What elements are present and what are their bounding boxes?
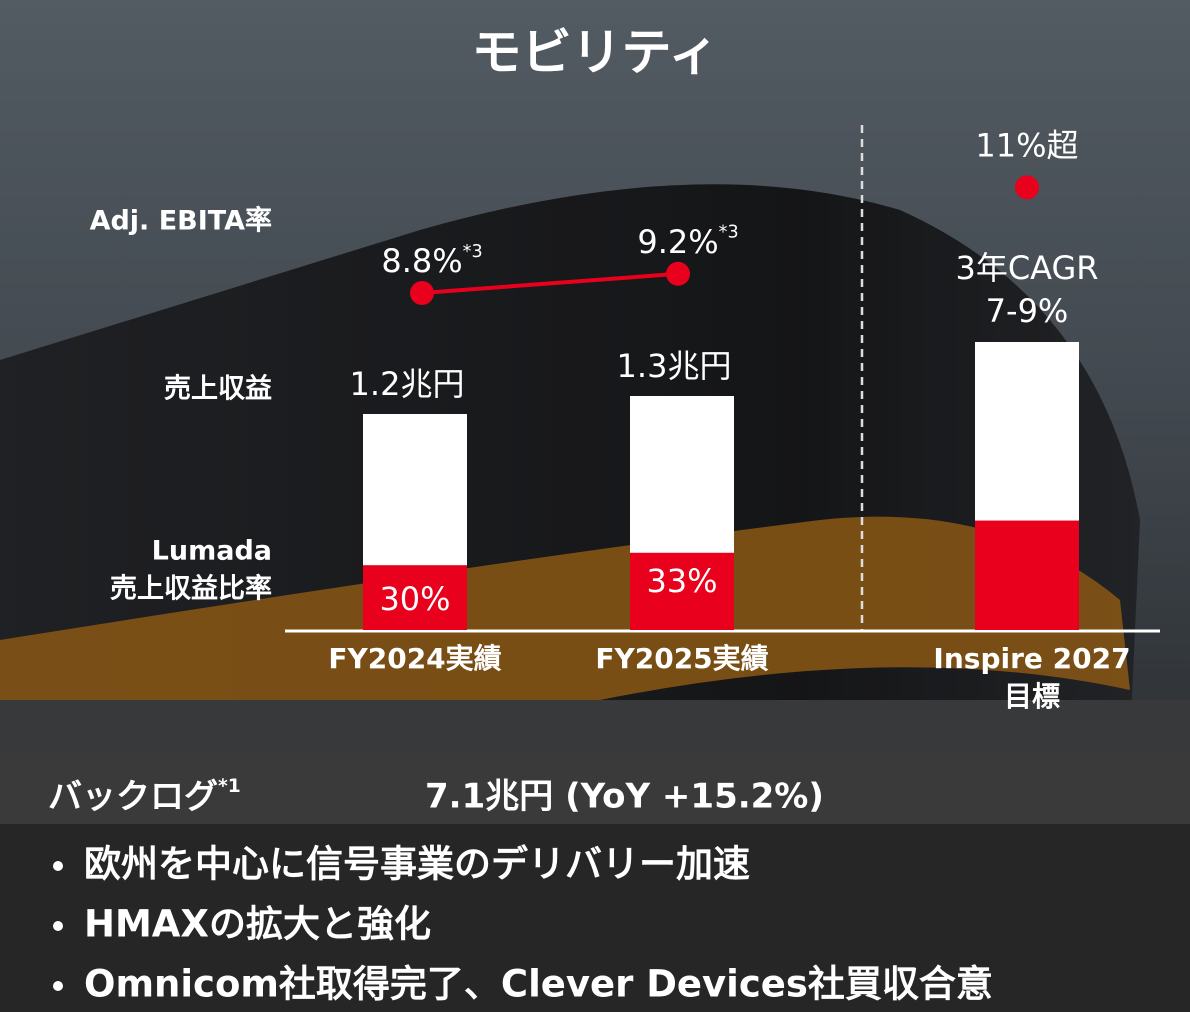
ebita-dot <box>1015 175 1039 200</box>
ebita-line <box>421 271 679 295</box>
revenue-label: 1.3兆円 <box>617 347 732 385</box>
revenue-annotation: 7-9% <box>986 292 1069 330</box>
ebita-label: 8.8%*3 <box>381 242 482 280</box>
bullet-dot <box>53 921 63 931</box>
footnote-mark: *3 <box>463 242 483 262</box>
row-label: 売上収益 <box>164 374 272 405</box>
lumada-bar <box>630 552 734 630</box>
bullet-band <box>0 824 1190 1012</box>
row-label: Adj. EBITA率 <box>90 205 272 237</box>
backlog-band <box>0 752 1190 824</box>
revenue-label: 1.2兆円 <box>350 365 465 403</box>
x-tick-label: 目標 <box>1004 680 1060 713</box>
ebita-label: 9.2%*3 <box>637 223 738 261</box>
footnote-mark: *1 <box>218 776 241 797</box>
backlog-value: 7.1兆円 (YoY +15.2%) <box>425 777 824 817</box>
bullet-text: 欧州を中心に信号事業のデリバリー加速 <box>84 843 750 886</box>
lumada-bar <box>363 565 467 630</box>
bullet-text: Omnicom社取得完了、Clever Devices社買収合意 <box>84 963 993 1006</box>
ebita-dot <box>410 281 434 305</box>
backlog-label-main: バックログ <box>48 777 218 817</box>
revenue-annotation: 3年CAGR <box>955 249 1098 287</box>
ebita-label-main: 8.8% <box>381 242 462 280</box>
lumada-bar <box>975 520 1079 630</box>
ebita-label: 11%超 <box>975 126 1078 164</box>
bullet-text: HMAXの拡大と強化 <box>84 903 431 946</box>
x-tick-label: Inspire 2027 <box>933 642 1130 675</box>
ebita-label-main: 9.2% <box>637 223 718 261</box>
x-tick-label: FY2024実績 <box>328 642 501 675</box>
x-tick-label: FY2025実績 <box>595 642 768 675</box>
row-label: Lumada <box>152 536 272 567</box>
ebita-dot <box>666 261 690 286</box>
lumada-label: 30% <box>379 580 450 618</box>
row-label: 売上収益比率 <box>110 573 272 605</box>
backlog-label: バックログ*1 <box>48 776 241 817</box>
footnote-mark: *3 <box>719 223 739 243</box>
bullet-dot <box>53 861 63 871</box>
bullet-dot <box>53 981 63 991</box>
ebita-label-main: 11%超 <box>975 126 1078 164</box>
title: モビリティ <box>472 24 719 82</box>
lumada-label: 33% <box>646 562 717 600</box>
